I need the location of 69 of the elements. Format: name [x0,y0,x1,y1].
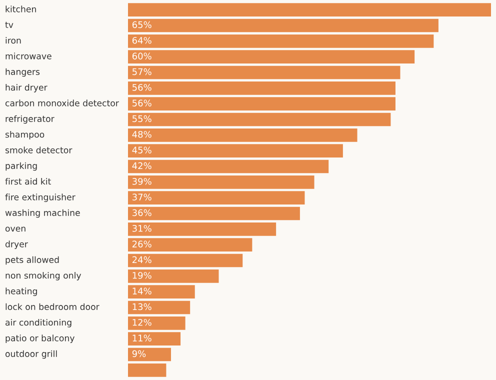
data-label: 56% [132,84,152,91]
data-label: 42% [132,162,152,170]
bar [128,222,276,236]
y-tick-label: kitchen [6,6,36,12]
y-tick-label: hair dryer [6,84,48,92]
data-label: 24% [132,256,152,264]
y-tick-label: washing machine [5,209,80,218]
data-label: 19% [132,272,152,279]
data-label: 36% [132,209,152,216]
bar [128,316,186,330]
y-tick-label: smoke detector [5,146,72,154]
bar [128,97,396,110]
y-tick-label: parking [6,162,37,171]
bar [128,270,219,283]
y-tick-label: pets allowed [6,256,59,265]
data-label: 11% [132,334,152,342]
data-label: 9% [132,350,146,358]
bar [128,66,400,80]
y-tick-label: tv [5,22,14,28]
bar [128,176,314,189]
bar [128,34,434,48]
bar [128,348,171,362]
data-label: 26% [132,240,152,248]
data-label: 45% [132,146,152,154]
y-tick-label: non smoking only [6,272,82,280]
y-tick-label: hangers [6,68,40,77]
y-tick-label: oven [5,226,26,232]
y-tick-label: carbon monoxide detector [5,100,119,106]
y-tick-label: fire extinguisher [5,194,76,202]
bar [128,206,300,220]
y-tick-label: lock on bedroom door [6,303,100,310]
data-label: 37% [132,194,152,200]
y-tick-label: outdoor grill [5,350,57,359]
bar [128,238,252,252]
y-tick-label: refrigerator [6,115,54,124]
bar [128,300,190,314]
bar [128,50,415,64]
bar [128,285,195,298]
data-label: 55% [132,115,152,122]
data-label: 64% [132,36,152,44]
bar [128,254,243,268]
y-tick-label: first aid kit [5,178,51,185]
bar [128,144,343,158]
y-tick-label: patio or balcony [6,334,74,343]
data-label: 65% [132,21,152,28]
bar [128,18,438,32]
bar [128,191,305,204]
data-label: 12% [132,318,152,326]
data-label: 39% [132,178,152,185]
bar [128,112,391,126]
bar [128,160,329,174]
y-tick-label: dryer [5,240,28,249]
y-tick-label: microwave [6,52,52,60]
data-label: 31% [132,224,152,232]
y-tick-label: heating [6,288,37,296]
data-label: 56% [132,100,152,106]
y-tick-label: iron [6,37,21,44]
bar [128,82,396,95]
data-label: 14% [132,288,152,294]
y-tick-label: air conditioning [6,319,72,328]
data-label: 57% [132,68,152,76]
bar [128,3,491,16]
bar [128,364,166,377]
data-label: 48% [132,130,152,138]
y-tick-label: shampoo [5,131,44,140]
data-label: 13% [132,303,152,310]
data-label: 60% [132,52,152,60]
bar [128,128,358,142]
bar [128,332,181,346]
